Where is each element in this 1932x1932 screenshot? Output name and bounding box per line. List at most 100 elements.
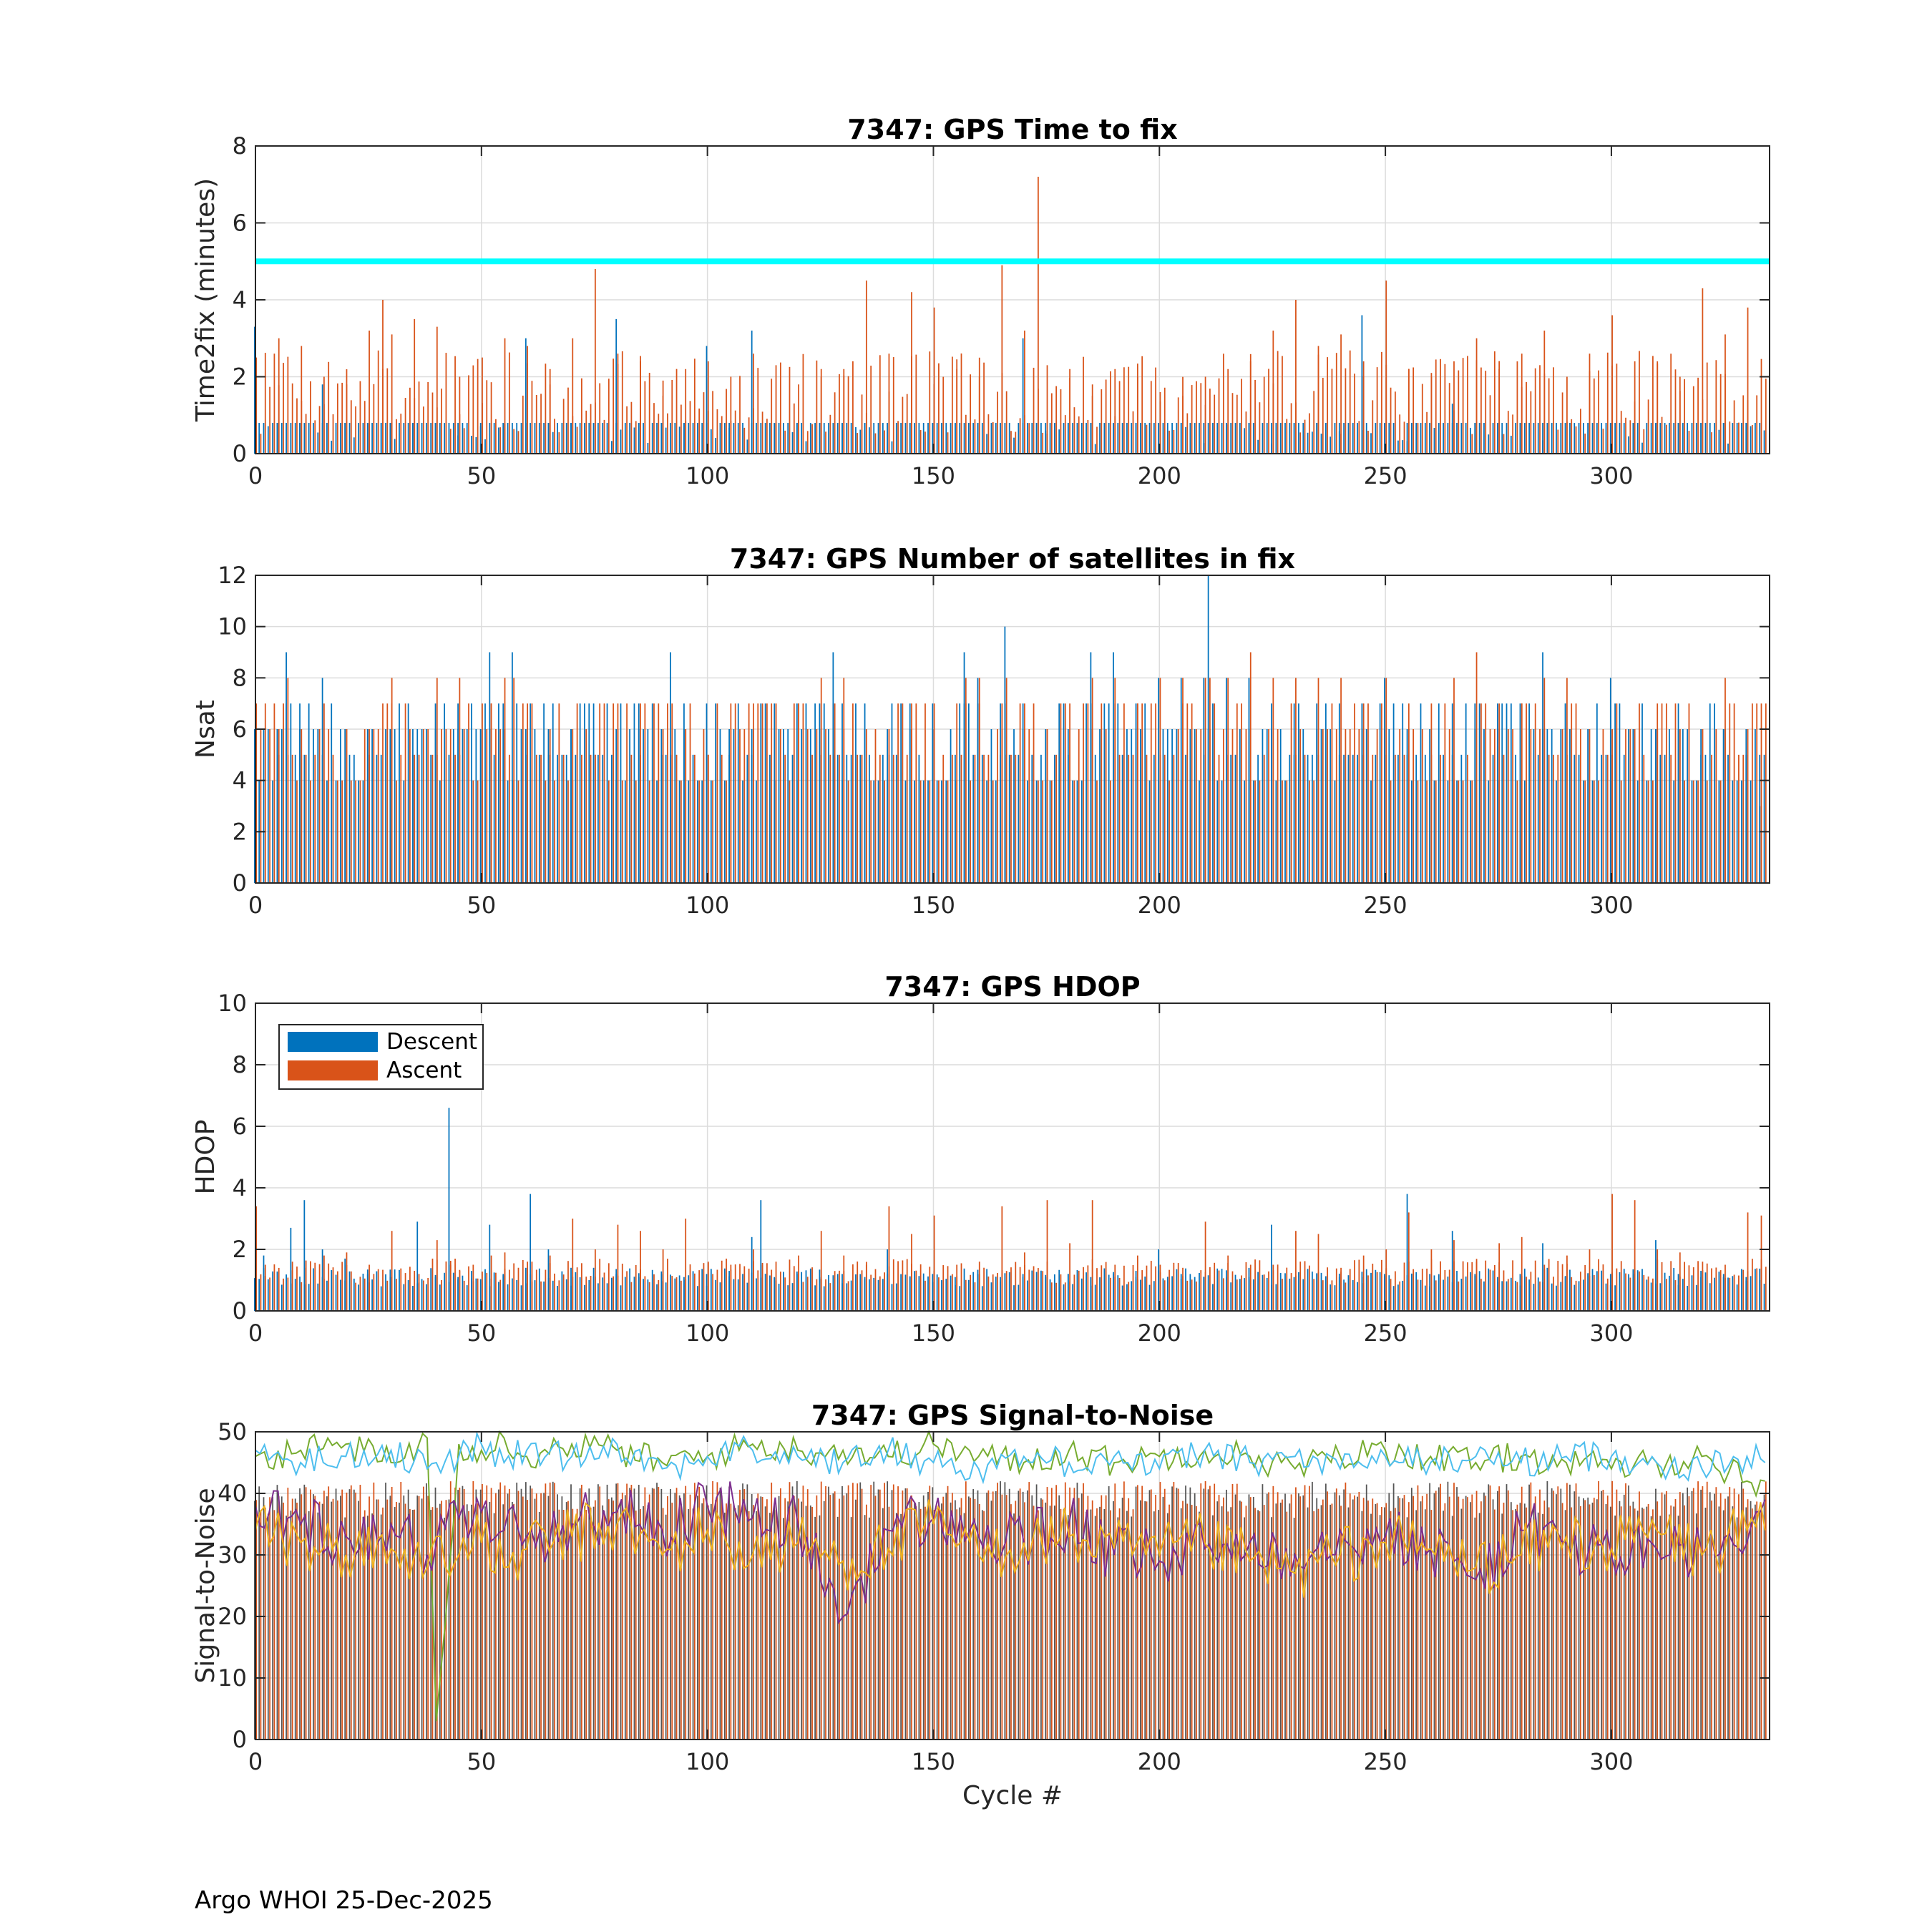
bar-descent-fill [936,780,938,883]
bar-descent-fill [565,423,567,454]
bar-ascent-fill [1571,1277,1573,1311]
bar-descent-fill [959,1507,961,1740]
bar-descent-fill [1392,1483,1395,1740]
bar-descent-fill [1755,729,1756,883]
bar-ascent-fill [761,703,763,883]
bar-descent-fill [882,1508,884,1740]
bar-descent-fill [1424,1509,1426,1740]
bar-descent-fill [1443,1279,1444,1311]
bar-descent-fill [1704,423,1707,454]
bar-ascent-fill [1381,1506,1382,1740]
bar-ascent-fill [829,754,831,883]
bar-ascent-fill [1218,754,1220,883]
bar-ascent-fill [1182,1501,1184,1740]
bar-descent-fill [1556,1494,1557,1740]
bar-ascent-fill [743,427,746,454]
bar-ascent-fill [1733,400,1735,454]
bar-ascent-fill [1440,1483,1441,1740]
bar-descent-fill [895,423,897,454]
bar-descent-fill [263,1497,265,1740]
bar-ascent-fill [1163,1280,1166,1311]
bar-descent [547,423,550,454]
bar-descent-fill [674,423,676,454]
bar-descent-fill [1619,423,1621,454]
bar-ascent-fill [621,1493,623,1740]
bar-descent-fill [1230,423,1232,454]
bar-ascent [1362,1255,1365,1311]
bar-descent [1722,729,1724,883]
bar-descent-fill [1755,1504,1756,1740]
bar-ascent-fill [635,1264,637,1311]
bar-descent-fill [1053,423,1055,454]
bar-ascent-fill [1742,1269,1745,1311]
bar-descent-fill [290,703,292,883]
bar-ascent-fill [1629,729,1631,883]
bar-descent-fill [416,1496,419,1740]
bar-ascent-fill [1078,416,1080,454]
bar-descent [1406,423,1408,454]
data-layer [253,1430,1767,1740]
bar-ascent [436,326,438,454]
bar-ascent [1295,300,1297,454]
bar-ascent-fill [884,430,886,454]
bar-ascent-fill [644,381,646,454]
bar-ascent-fill [1390,387,1392,454]
bar-descent-fill [1750,780,1752,883]
bar-descent-fill [1659,1283,1662,1311]
bar-descent-fill [782,1518,784,1740]
bar-ascent [1227,1255,1229,1311]
bar-descent-fill [1049,1279,1051,1311]
bar-ascent-fill [449,729,452,883]
bar-ascent-fill [377,1269,379,1311]
bar-ascent-fill [1186,1280,1189,1311]
bar-descent-fill [1357,423,1358,454]
bar-ascent [391,678,393,883]
bar-descent-fill [530,703,532,883]
bar-descent-fill [1506,1484,1508,1740]
bar-ascent [1566,678,1568,883]
plot-area [255,1003,1770,1311]
bar-descent-fill [394,729,396,883]
bar-ascent-fill [1539,365,1541,454]
bar-descent-fill [1628,1274,1629,1311]
bar-ascent-fill [1078,1498,1080,1740]
bar-ascent-fill [1715,729,1717,883]
bar-descent-fill [1207,423,1209,454]
bar-descent [1271,729,1272,883]
bar-ascent-fill [264,1507,266,1740]
bar-ascent [1114,369,1116,454]
bar-descent-fill [1330,436,1332,454]
bar-ascent [685,369,687,454]
bar-descent-fill [1000,1481,1001,1740]
bar-ascent-fill [1028,1482,1030,1740]
bar-ascent-fill [1548,378,1550,454]
bar-ascent-fill [1448,1496,1450,1740]
bar-ascent-fill [1692,1488,1694,1740]
bar-descent-fill [1492,423,1494,454]
bar-descent-fill [836,1516,839,1740]
bar-descent-fill [538,754,540,883]
bar-ascent-fill [662,1508,664,1740]
bar-descent-fill [1027,1280,1028,1311]
bar-descent-fill [376,1271,378,1311]
bar-descent-fill [353,1489,355,1740]
bar-ascent-fill [1268,1492,1269,1740]
bar-descent [963,652,965,883]
bar-descent-fill [746,754,748,883]
bar-ascent-fill [1101,1495,1103,1740]
bar-descent-fill [1266,729,1268,883]
bar-ascent-fill [1327,357,1329,454]
bar-descent [592,754,595,883]
bar-ascent-fill [554,419,555,454]
bar-ascent [472,1264,474,1311]
bar-descent-fill [353,1278,355,1311]
bar-descent-fill [1352,1279,1354,1311]
bar-descent-fill [1402,703,1404,883]
bar-ascent-fill [919,780,922,883]
bar-ascent [504,1252,506,1311]
bar-descent [819,703,821,883]
bar-descent-fill [981,754,983,883]
bar-ascent-fill [811,1506,813,1740]
bar-descent [1474,1274,1476,1311]
x-tick-label: 250 [1364,892,1407,919]
